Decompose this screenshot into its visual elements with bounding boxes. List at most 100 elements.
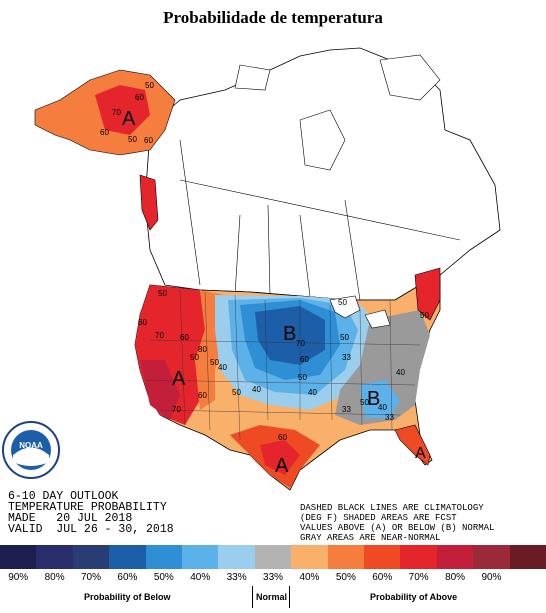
great-lakes bbox=[329, 295, 391, 329]
legend-label: 80% bbox=[44, 572, 65, 583]
legend-label bbox=[510, 572, 546, 583]
legend-labels: 90% 80% 70% 60% 50% 40% 33% 33% 40% 50% 60% 70% 80% 9… bbox=[0, 572, 546, 583]
contour-label: 40 bbox=[218, 363, 227, 372]
legend-label: 50% bbox=[335, 572, 356, 583]
florida-above-marker: A bbox=[415, 445, 426, 462]
outlook-line-4: VALID JUL 26 - 30, 2018 bbox=[8, 523, 174, 536]
outlook-line-2: TEMPERATURE PROBABILITY bbox=[8, 501, 167, 514]
legend-swatch bbox=[218, 545, 255, 569]
notes-line-2: (DEG F) SHADED AREAS ARE FCST bbox=[300, 513, 457, 523]
legend-label: 33% bbox=[263, 572, 284, 583]
hudson-bay bbox=[299, 109, 346, 171]
west-crimson-zone bbox=[140, 360, 180, 420]
legend-swatch bbox=[72, 545, 110, 569]
contour-label: 50 bbox=[232, 388, 241, 397]
legend-swatch bbox=[145, 545, 183, 569]
notes-line-4: GRAY AREAS ARE NEAR-NORMAL bbox=[300, 533, 441, 543]
legend-swatch bbox=[400, 545, 437, 569]
contour-label: 80 bbox=[198, 345, 207, 354]
legend-swatch bbox=[182, 545, 219, 569]
legend-swatch bbox=[36, 545, 73, 569]
caption-above: Probability of Above bbox=[370, 592, 458, 602]
contour-label: 60 bbox=[144, 136, 153, 145]
outlook-line-1: 6-10 DAY OUTLOOK bbox=[8, 490, 119, 503]
noaa-logo: NOAA bbox=[2, 421, 60, 479]
alaska-panhandle bbox=[139, 174, 159, 231]
contour-label: 50 bbox=[210, 358, 219, 367]
contour-label: 50 bbox=[298, 373, 307, 382]
legend-label: 80% bbox=[445, 572, 466, 583]
legend-label: 70% bbox=[408, 572, 429, 583]
central-blue-dark bbox=[255, 306, 325, 365]
noaa-logo-text: NOAA bbox=[19, 441, 43, 450]
legend-swatch bbox=[109, 545, 146, 569]
legend-label: 90% bbox=[8, 572, 29, 583]
contour-label: 50 bbox=[158, 289, 167, 298]
florida-shaded bbox=[394, 424, 431, 466]
legend-swatch bbox=[0, 545, 37, 569]
contour-label: 40 bbox=[378, 403, 387, 412]
contour-label: 60 bbox=[198, 391, 207, 400]
contour-label: 40 bbox=[396, 368, 405, 377]
color-legend bbox=[0, 545, 546, 569]
northeast-red bbox=[414, 267, 441, 321]
contour-label: 50 bbox=[190, 353, 199, 362]
alaska-core bbox=[95, 85, 150, 135]
contour-label: 60 bbox=[300, 355, 309, 364]
texas-core bbox=[260, 440, 300, 475]
southeast-blue bbox=[360, 380, 400, 418]
contour-label: 50 bbox=[128, 135, 137, 144]
contour-label: 40 bbox=[252, 385, 261, 394]
legend-label: 60% bbox=[372, 572, 393, 583]
alaska-above-marker: A bbox=[122, 108, 136, 130]
contour-label: 50 bbox=[360, 398, 369, 407]
contour-label: 70 bbox=[112, 108, 121, 117]
legend-swatch bbox=[436, 545, 474, 569]
arctic-island bbox=[379, 54, 441, 101]
legend-swatch bbox=[509, 545, 546, 569]
contour-label: 33 bbox=[342, 405, 351, 414]
legend-swatch bbox=[254, 545, 292, 569]
legend-label: 70% bbox=[81, 572, 102, 583]
contour-label: 50 bbox=[420, 311, 429, 320]
contour-label: 60 bbox=[138, 318, 147, 327]
contour-label: 50 bbox=[338, 298, 347, 307]
legend-label: 50% bbox=[153, 572, 174, 583]
province-borders bbox=[179, 139, 461, 301]
southeast-below-marker: B bbox=[367, 388, 380, 410]
north-central-below-marker: B bbox=[283, 323, 296, 345]
contour-labels: 50 60 70 60 50 60 50 60 70 60 50 80 50 6… bbox=[100, 81, 429, 442]
arctic-island-2 bbox=[234, 64, 271, 91]
contour-label: 33 bbox=[385, 413, 394, 422]
contour-label: 50 bbox=[145, 81, 154, 90]
east-gray-zone bbox=[335, 310, 430, 425]
legend-captions: Probability of Below Normal Probability … bbox=[0, 592, 546, 608]
contour-label: 33 bbox=[342, 353, 351, 362]
contour-label: 40 bbox=[308, 388, 317, 397]
caption-below: Probability of Below bbox=[84, 592, 171, 602]
contour-label: 70 bbox=[296, 339, 305, 348]
outlook-info: 6-10 DAY OUTLOOK TEMPERATURE PROBABILITY… bbox=[8, 490, 174, 536]
contour-label: 70 bbox=[155, 331, 164, 340]
legend-swatch bbox=[364, 545, 401, 569]
legend-swatch bbox=[291, 545, 328, 569]
contour-label: 50 bbox=[340, 333, 349, 342]
legend-swatch bbox=[327, 545, 365, 569]
notes-line-1: DASHED BLACK LINES ARE CLIMATOLOGY bbox=[300, 503, 484, 513]
normal-caption-box bbox=[252, 586, 290, 608]
outlook-line-3: MADE 20 JUL 2018 bbox=[8, 512, 133, 525]
canada-landmass bbox=[144, 47, 501, 301]
contour-label: 60 bbox=[180, 333, 189, 342]
contour-label: 70 bbox=[172, 405, 181, 414]
legend-label: 33% bbox=[226, 572, 247, 583]
west-above-marker: A bbox=[172, 368, 186, 390]
map-title: Probabilidade de temperatura bbox=[163, 8, 383, 27]
caption-normal: Normal bbox=[256, 592, 288, 602]
legend-label: 60% bbox=[117, 572, 138, 583]
state-borders bbox=[144, 289, 421, 441]
notes-line-3: VALUES ABOVE (A) OR BELOW (B) NORMAL bbox=[300, 523, 495, 533]
temperature-probability-map: A A B B A A 50 60 70 60 50 60 50 60 70 6… bbox=[2, 47, 501, 491]
contour-label: 60 bbox=[135, 93, 144, 102]
contour-label: 60 bbox=[100, 128, 109, 137]
texas-above-marker: A bbox=[275, 455, 289, 477]
